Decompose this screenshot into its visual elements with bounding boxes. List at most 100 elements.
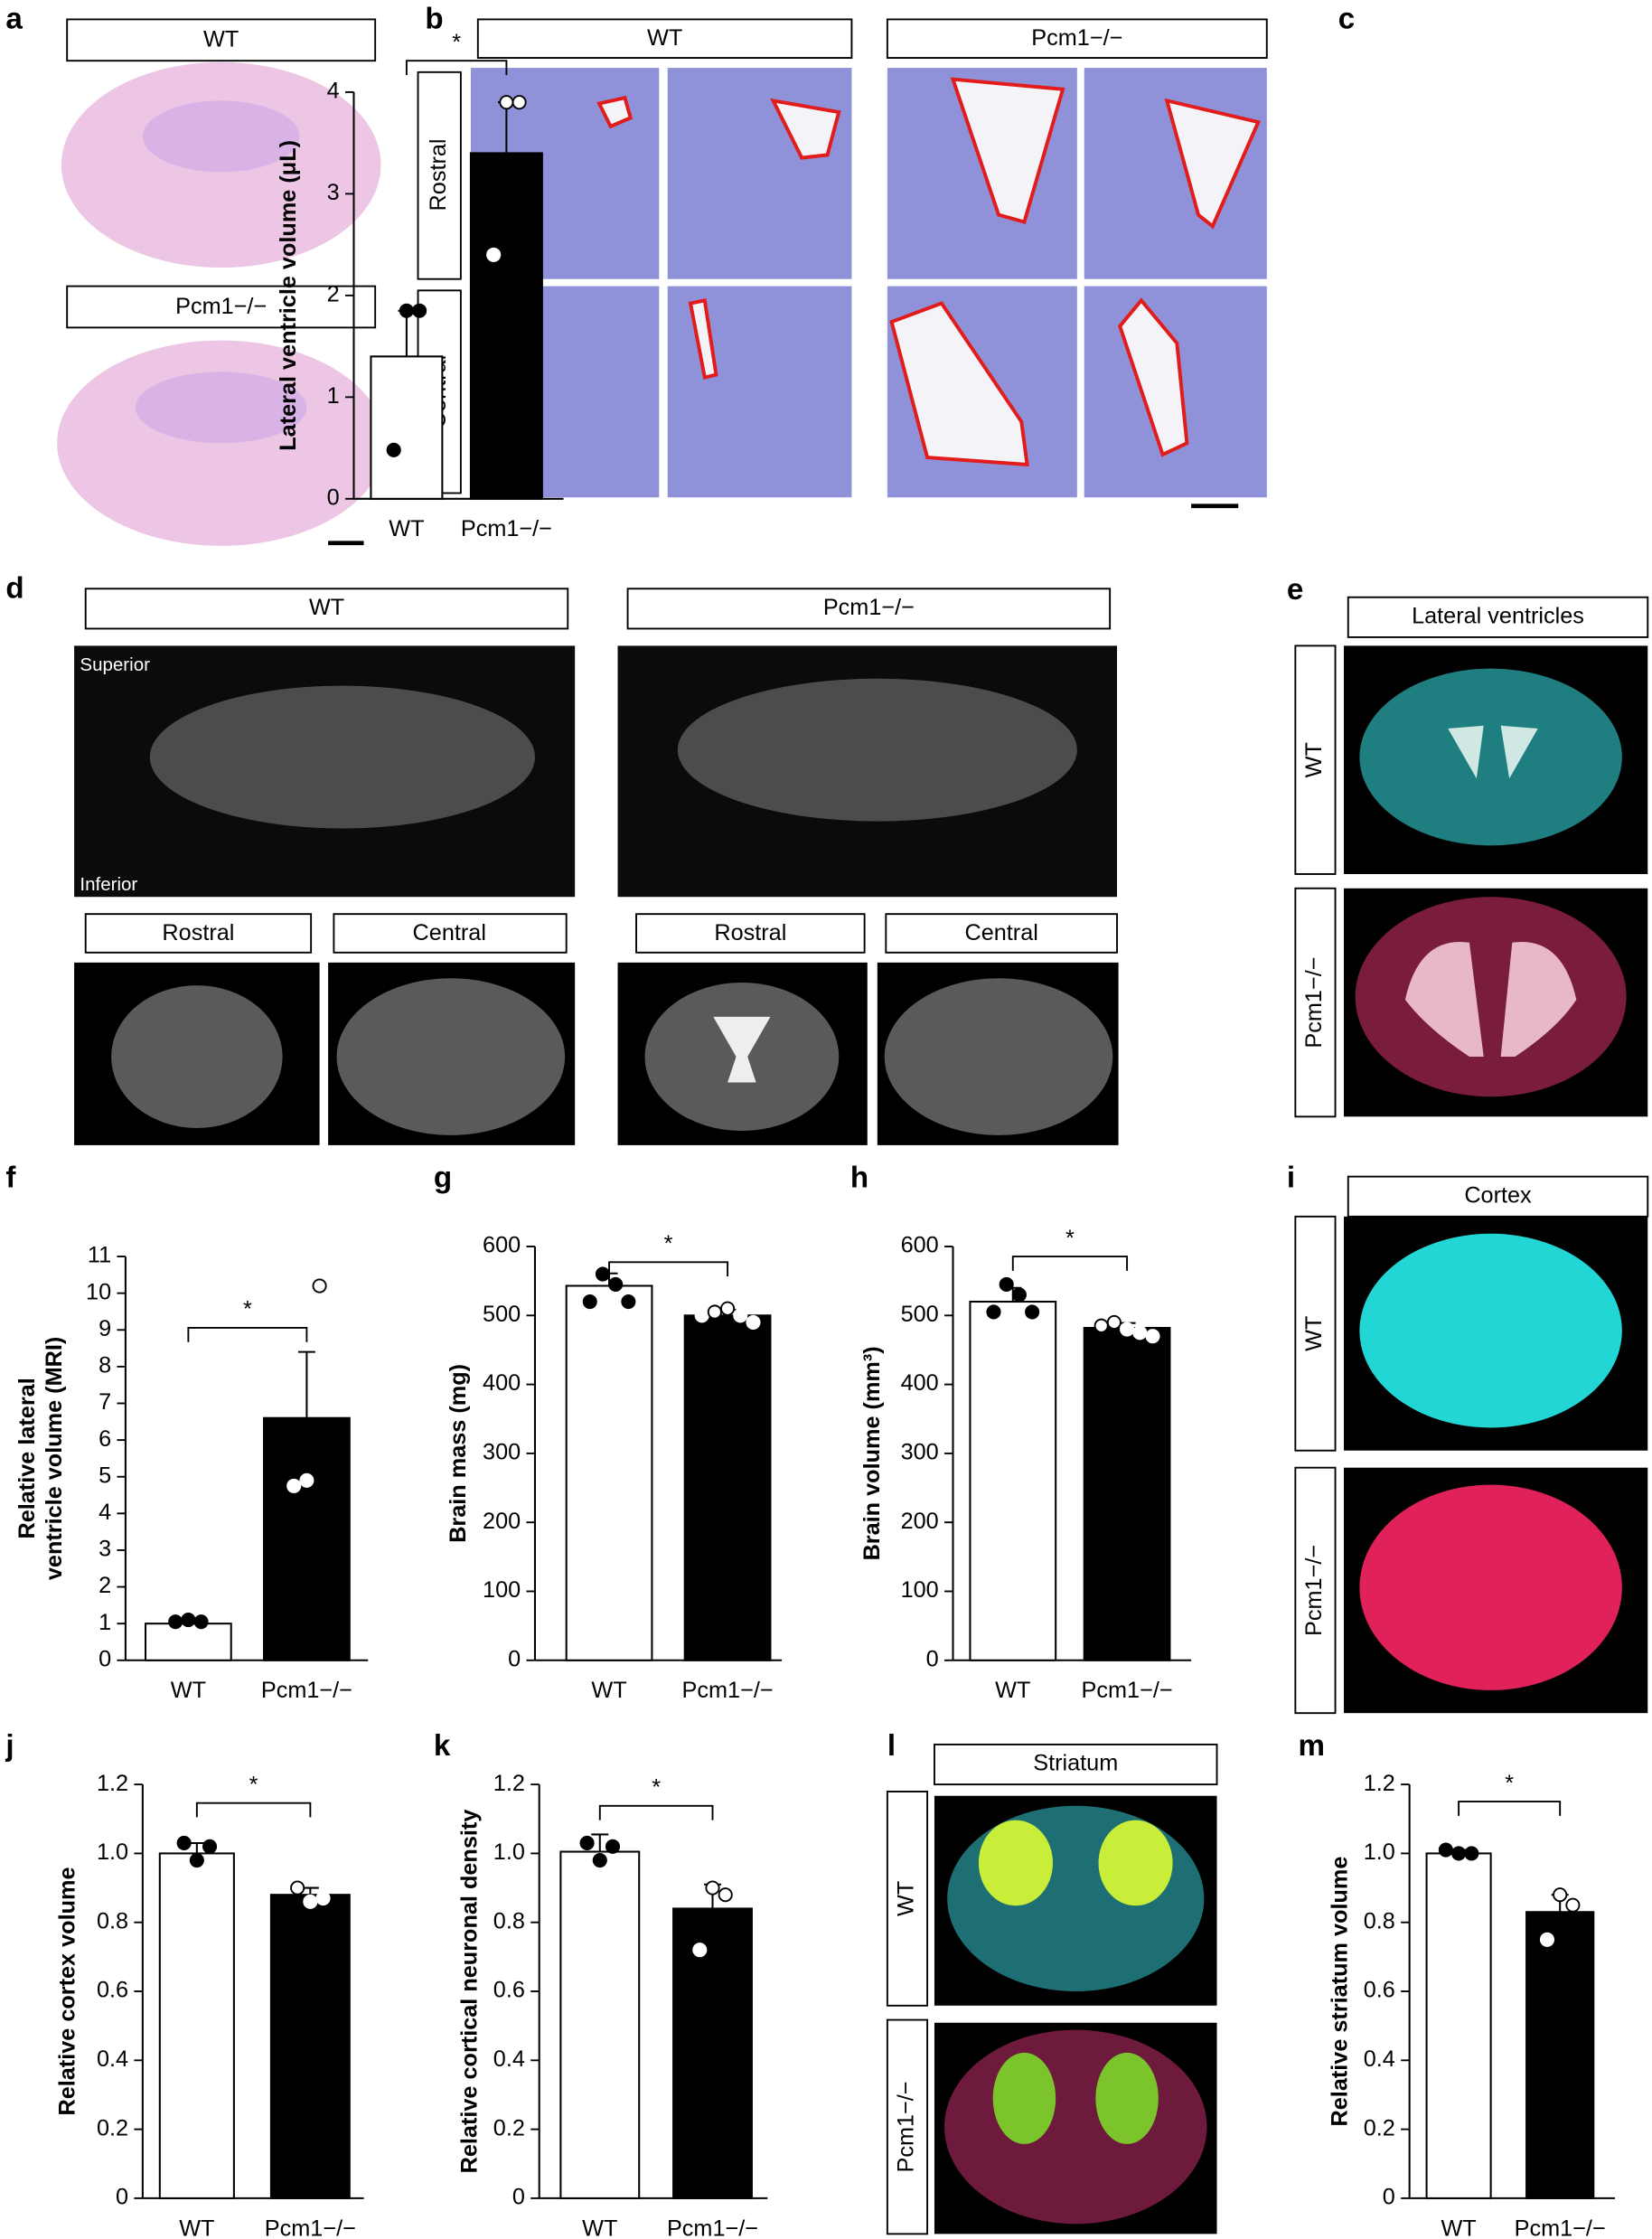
label-box	[1294, 644, 1337, 875]
panel-letter: c	[1338, 3, 1355, 36]
x-tick-label: WT	[389, 516, 424, 541]
y-tick-label: 0	[1383, 2185, 1395, 2210]
histology-images	[470, 68, 1267, 498]
data-point	[608, 1276, 624, 1293]
group-label: WT	[203, 27, 239, 52]
orientation-label: Superior	[80, 654, 150, 675]
group-label: WT	[309, 595, 344, 620]
y-axis-label: Lateral ventricle volume (μL)	[276, 140, 301, 451]
label-box	[1347, 1175, 1649, 1218]
bar	[559, 1850, 641, 2199]
y-tick-label: 2	[327, 282, 340, 307]
y-tick-label: 200	[483, 1509, 521, 1534]
significance-bracket	[598, 1804, 714, 1820]
bar	[1425, 1852, 1492, 2199]
render-image	[978, 1820, 1053, 1906]
y-tick-label: 6	[99, 1426, 111, 1452]
brain-section-image	[135, 372, 307, 444]
y-tick-label: 4	[327, 79, 340, 104]
render-image	[1098, 1820, 1173, 1906]
y-tick-label: 0.8	[97, 1908, 128, 1933]
label-box	[84, 588, 569, 630]
data-point	[720, 1301, 736, 1316]
y-tick-label: 1.0	[1364, 1839, 1395, 1865]
bar	[263, 1416, 351, 1661]
y-tick-label: 1.0	[493, 1839, 525, 1865]
y-tick-label: 7	[99, 1389, 111, 1415]
panel-letter: m	[1299, 1729, 1325, 1763]
render-image	[1359, 668, 1622, 846]
label-box	[476, 18, 853, 59]
y-tick-label: 0.2	[1364, 2115, 1395, 2140]
render-image	[1095, 2052, 1159, 2144]
y-tick-label: 5	[99, 1463, 111, 1488]
data-point	[399, 303, 414, 318]
x-tick-label: WT	[1441, 2215, 1476, 2239]
y-axis-label: Relative cortex volume	[54, 1867, 80, 2115]
data-point	[1145, 1329, 1160, 1344]
mri-coronal-images	[74, 962, 1119, 1145]
bar	[158, 1852, 235, 2199]
x-tick-label: Pcm1−/−	[1515, 2215, 1606, 2239]
y-tick-label: 3	[99, 1537, 111, 1562]
x-tick-label: WT	[171, 1678, 206, 1703]
panel-letter: e	[1287, 573, 1303, 607]
label-box	[934, 1743, 1218, 1786]
y-tick-label: 200	[901, 1509, 939, 1534]
y-tick-label: 1.2	[493, 1771, 525, 1796]
data-point	[746, 1314, 761, 1330]
data-point	[312, 1278, 327, 1294]
label-box	[886, 1791, 929, 2007]
data-point	[1094, 1318, 1109, 1333]
brain-section-image	[142, 100, 300, 173]
y-tick-label: 500	[483, 1302, 521, 1327]
y-tick-label: 1	[99, 1610, 111, 1635]
panel-letter: a	[5, 3, 23, 36]
data-point	[707, 1304, 722, 1320]
y-axis-label: Brain mass (mg)	[446, 1364, 471, 1543]
data-point	[412, 303, 427, 318]
y-tick-label: 300	[483, 1440, 521, 1465]
data-point	[579, 1835, 595, 1851]
charts: 0 1 2 3 4 Lateral ventricle volume (μL) WT Pcm1…	[14, 30, 1615, 2239]
data-point	[189, 1852, 204, 1868]
region-label: Rostral	[162, 920, 234, 945]
render-image	[1355, 897, 1627, 1097]
y-tick-label: 0.6	[493, 1978, 525, 2003]
label-box	[333, 913, 568, 954]
data-point	[176, 1835, 192, 1851]
y-tick-label: 0.2	[493, 2115, 525, 2140]
row-label: WT	[894, 1881, 919, 1916]
y-tick-label: 600	[483, 1233, 521, 1258]
y-tick-label: 1.2	[97, 1771, 128, 1796]
label-box	[635, 913, 866, 954]
panel-title: Cortex	[1464, 1182, 1532, 1208]
label-box	[626, 588, 1112, 630]
y-tick-label: 0	[508, 1646, 521, 1671]
bar	[370, 355, 444, 500]
data-point	[718, 1887, 733, 1903]
row-label: WT	[1301, 1316, 1327, 1351]
data-point	[621, 1294, 636, 1310]
bar	[1083, 1326, 1171, 1661]
label-box	[1294, 1466, 1337, 1715]
bar	[565, 1284, 653, 1661]
y-tick-label: 100	[901, 1577, 939, 1603]
label-box	[66, 18, 377, 62]
data-point	[499, 95, 514, 110]
y-tick-label: 0.6	[97, 1978, 128, 2003]
panel-title: Striatum	[1033, 1751, 1118, 1776]
significance-label: *	[243, 1297, 252, 1322]
bar	[469, 152, 543, 500]
render-image	[947, 1805, 1205, 1992]
x-tick-label: WT	[995, 1678, 1030, 1703]
label-box	[1294, 887, 1337, 1118]
data-point	[303, 1894, 318, 1909]
y-tick-label: 400	[901, 1370, 939, 1396]
significance-label: *	[452, 30, 461, 55]
bar	[1525, 1911, 1595, 2199]
group-label: Pcm1−/−	[1031, 25, 1122, 51]
x-tick-label: Pcm1−/−	[1082, 1678, 1173, 1703]
y-tick-label: 0.6	[1364, 1978, 1395, 2003]
